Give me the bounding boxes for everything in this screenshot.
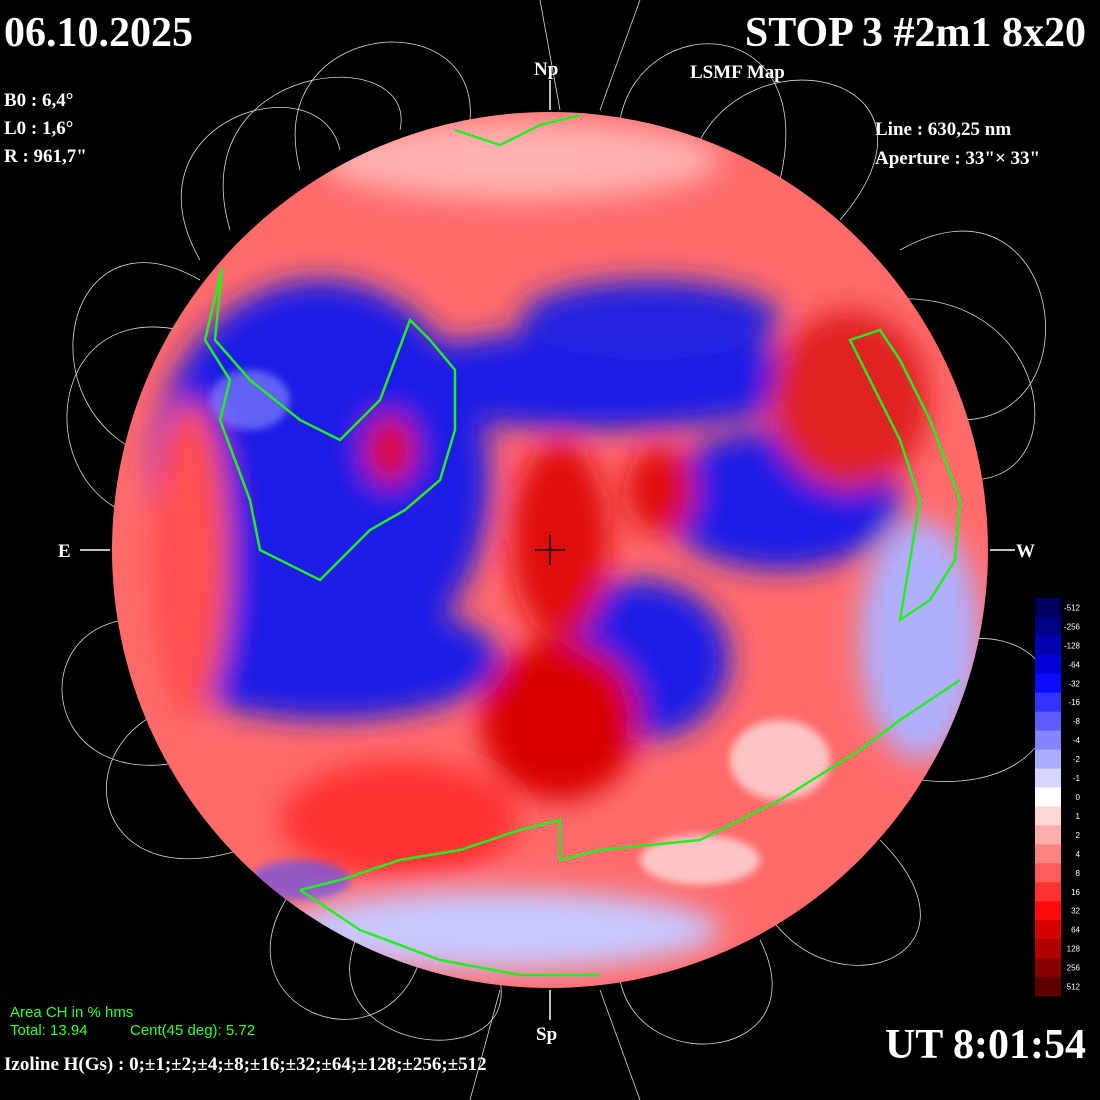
- isolines: Izoline H(Gs) : 0;±1;±2;±4;±8;±16;±32;±6…: [4, 1054, 487, 1075]
- colorbar-swatch: [1035, 711, 1061, 732]
- date: 06.10.2025: [4, 10, 193, 56]
- east-label: E: [58, 541, 71, 562]
- param: B0 : 6,4°: [4, 90, 73, 111]
- colorbar-label: 0: [1076, 793, 1081, 802]
- time: UT 8:01:54: [885, 1022, 1086, 1068]
- instrument: Line : 630,25 nm: [875, 119, 1011, 140]
- colorbar-label: 16: [1071, 888, 1080, 897]
- colorbar-swatch: [1035, 692, 1061, 713]
- title: STOP 3 #2m1 8x20: [745, 10, 1086, 56]
- colorbar-label: -16: [1068, 698, 1080, 707]
- colorbar-swatch: [1035, 920, 1061, 940]
- south-label: Sp: [536, 1024, 557, 1045]
- north-label: Np: [534, 59, 558, 80]
- colorbar-swatch: [1035, 844, 1061, 864]
- colorbar-swatch: [1035, 635, 1061, 656]
- colorbar-label: 32: [1071, 907, 1080, 916]
- colorbar-label: 8: [1076, 869, 1081, 878]
- colorbar-swatch: [1035, 806, 1061, 826]
- colorbar-swatch: [1035, 616, 1061, 637]
- colorbar-swatch: [1035, 598, 1061, 618]
- colorbar-swatch: [1035, 939, 1061, 959]
- param: R : 961,7": [4, 146, 87, 167]
- colorbar-swatch: [1035, 768, 1061, 789]
- ch-total: Total: 13.94: [10, 1022, 88, 1039]
- colorbar-swatch: [1035, 977, 1061, 997]
- colorbar-label: 128: [1067, 945, 1081, 954]
- colorbar-label: -1: [1073, 774, 1081, 783]
- colorbar-swatch: [1035, 882, 1061, 902]
- colorbar-label: 64: [1071, 926, 1080, 935]
- colorbar-swatch: [1035, 825, 1061, 845]
- coronal-hole-boundaries: [203, 113, 962, 977]
- colorbar-label: -256: [1064, 622, 1081, 631]
- colorbar-label: -8: [1073, 717, 1081, 726]
- colorbar-label: 256: [1067, 964, 1081, 973]
- colorbar-label: -32: [1068, 679, 1080, 688]
- colorbar-label: 2: [1076, 831, 1081, 840]
- colorbar-swatch: [1035, 654, 1061, 675]
- ch-central: Cent(45 deg): 5.72: [130, 1022, 255, 1039]
- colorbar-label: -64: [1068, 660, 1080, 669]
- axis-ticks: [80, 80, 1015, 1020]
- west-label: W: [1016, 541, 1035, 562]
- center-cross: [535, 535, 565, 565]
- colorbar-swatch: [1035, 730, 1061, 751]
- instrument: Aperture : 33"× 33": [875, 148, 1040, 169]
- colorbar-swatch: [1035, 958, 1061, 978]
- colorbar-label: -128: [1064, 641, 1081, 650]
- colorbar-swatch: [1035, 863, 1061, 883]
- subtitle: LSMF Map: [690, 62, 785, 83]
- colorbar-label: 1: [1076, 812, 1081, 821]
- colorbar-swatch: [1035, 749, 1061, 770]
- colorbar: -512 -256 -128 -64 -32 -16 -8 -4 -2 -1 0 1 2 4 8 16 32 64…: [1035, 598, 1081, 997]
- colorbar-label: -512: [1064, 603, 1081, 612]
- param: L0 : 1,6°: [4, 118, 73, 139]
- colorbar-swatch: [1035, 787, 1061, 807]
- colorbar-label: -2: [1073, 755, 1081, 764]
- colorbar-label: 4: [1076, 850, 1081, 859]
- colorbar-swatch: [1035, 673, 1061, 694]
- ch-title: Area CH in % hms: [10, 1004, 133, 1021]
- colorbar-swatch: [1035, 901, 1061, 921]
- colorbar-label: -4: [1073, 736, 1081, 745]
- colorbar-label: 512: [1067, 983, 1081, 992]
